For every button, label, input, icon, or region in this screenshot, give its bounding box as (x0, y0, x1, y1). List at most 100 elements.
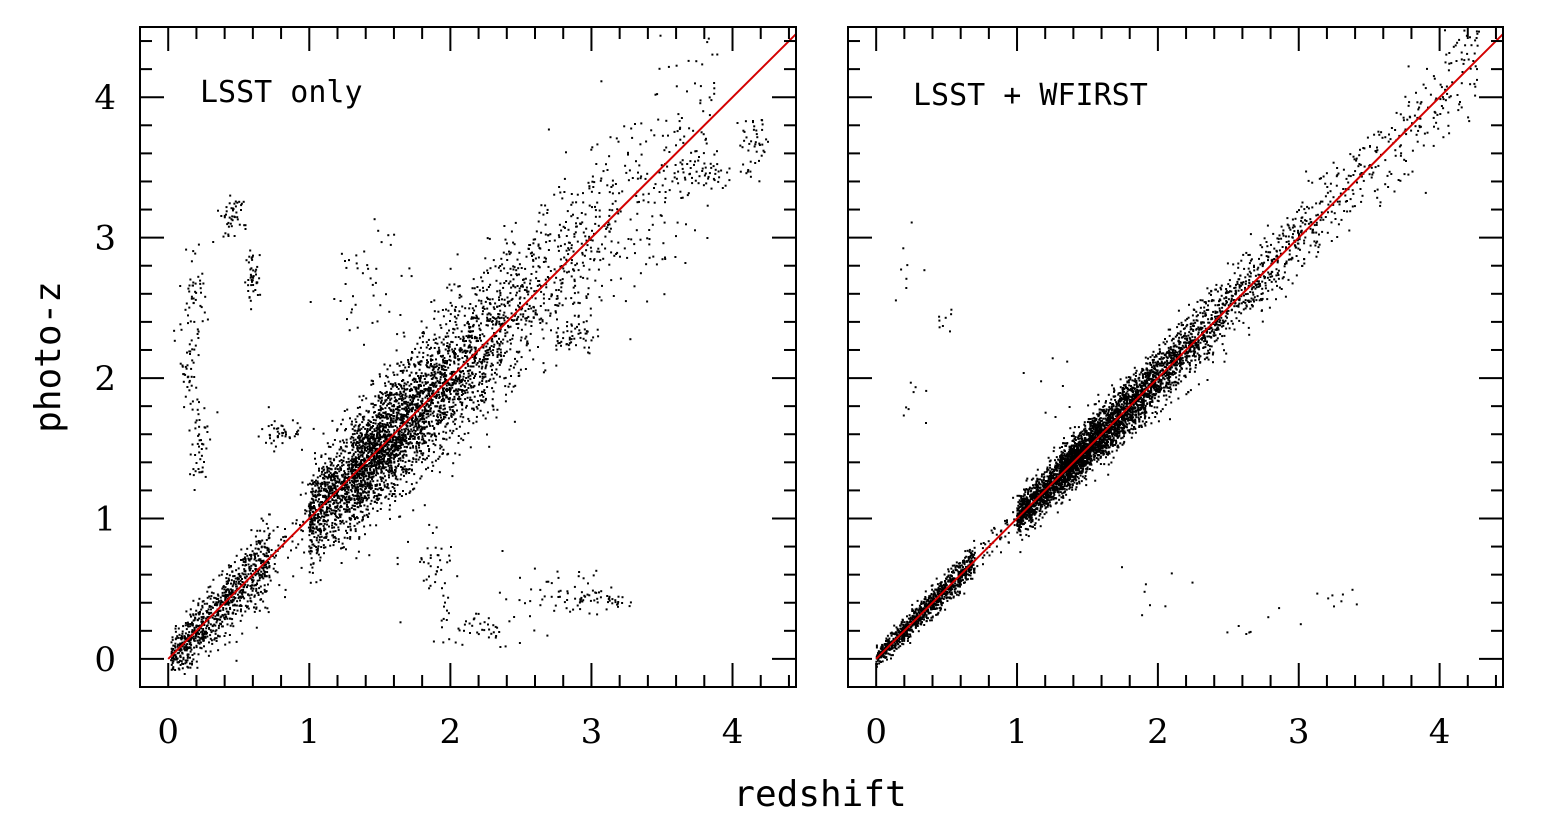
scatter-point (536, 313, 538, 316)
scatter-point (487, 272, 489, 274)
scatter-point (201, 637, 204, 640)
scatter-point (372, 406, 375, 409)
scatter-point (322, 432, 325, 435)
scatter-point (464, 379, 466, 382)
scatter-point (412, 398, 415, 401)
scatter-point (350, 479, 353, 482)
scatter-point (410, 383, 413, 386)
scatter-point (395, 441, 398, 444)
scatter-point (448, 283, 451, 286)
scatter-point (634, 123, 636, 125)
scatter-point (399, 437, 402, 440)
scatter-point (485, 380, 488, 383)
scatter-point (438, 366, 440, 369)
scatter-point (545, 241, 548, 244)
scatter-point (575, 222, 577, 225)
scatter-point (227, 564, 230, 567)
scatter-point (425, 416, 428, 419)
scatter-point (309, 505, 312, 508)
scatter-point (476, 316, 478, 319)
scatter-point (392, 425, 395, 428)
scatter-point (364, 449, 367, 452)
scatter-point (591, 175, 594, 178)
scatter-point (468, 335, 471, 338)
scatter-point (395, 408, 397, 411)
scatter-point (464, 366, 467, 369)
scatter-point (337, 508, 340, 511)
scatter-point (506, 272, 509, 275)
scatter-point (617, 212, 620, 215)
scatter-point (360, 449, 363, 452)
scatter-point (433, 366, 436, 369)
scatter-point (358, 536, 361, 539)
scatter-point (468, 307, 471, 310)
scatter-point (361, 485, 364, 488)
scatter-point (340, 498, 343, 501)
scatter-point (378, 438, 381, 441)
scatter-point (450, 384, 452, 387)
scatter-point (675, 144, 677, 147)
scatter-point (401, 466, 404, 469)
scatter-point (473, 337, 476, 340)
scatter-point (440, 326, 443, 329)
scatter-point (255, 540, 258, 543)
scatter-point (364, 491, 367, 494)
scatter-point (260, 545, 263, 548)
scatter-point (453, 354, 456, 357)
scatter-point (438, 455, 441, 458)
scatter-point (445, 369, 448, 372)
scatter-point (197, 604, 200, 607)
scatter-point (368, 450, 371, 453)
scatter-point (616, 208, 619, 211)
scatter-point (351, 470, 354, 473)
scatter-point (189, 637, 192, 640)
scatter-point (209, 585, 212, 588)
scatter-point (397, 430, 400, 433)
scatter-point (373, 470, 375, 472)
scatter-point (371, 430, 374, 433)
scatter-point (227, 594, 230, 597)
scatter-point (500, 316, 503, 319)
scatter-point (434, 434, 436, 437)
scatter-point (630, 127, 633, 130)
scatter-point (192, 658, 195, 661)
scatter-point (654, 183, 657, 186)
scatter-point (478, 358, 481, 361)
scatter-point (366, 454, 368, 457)
scatter-point (364, 433, 367, 436)
scatter-point (182, 658, 185, 661)
scatter-point (395, 400, 398, 403)
scatter-point (338, 513, 341, 516)
scatter-point (349, 437, 352, 440)
scatter-point (534, 313, 537, 316)
scatter-point (323, 536, 326, 539)
scatter-point (310, 523, 312, 526)
scatter-point (396, 413, 399, 416)
scatter-point (544, 278, 547, 281)
scatter-point (327, 475, 330, 478)
scatter-point (317, 486, 320, 489)
scatter-point (270, 549, 273, 551)
scatter-point (331, 487, 333, 490)
scatter-point (372, 475, 375, 478)
scatter-point (333, 472, 336, 475)
scatter-point (361, 500, 364, 503)
scatter-point (383, 402, 385, 405)
scatter-point (359, 483, 362, 486)
scatter-point (450, 415, 453, 418)
scatter-point (397, 387, 400, 390)
scatter-point (431, 377, 434, 380)
scatter-point (489, 378, 492, 381)
scatter-point (565, 221, 567, 223)
scatter-point (333, 499, 336, 502)
scatter-point (339, 466, 342, 469)
scatter-point (202, 636, 205, 638)
scatter-point (458, 453, 461, 456)
scatter-point (393, 483, 396, 486)
scatter-point (287, 556, 289, 559)
scatter-point (446, 360, 449, 362)
scatter-point (364, 485, 367, 488)
scatter-point (614, 200, 617, 203)
scatter-point (359, 472, 362, 475)
scatter-point (519, 368, 522, 371)
